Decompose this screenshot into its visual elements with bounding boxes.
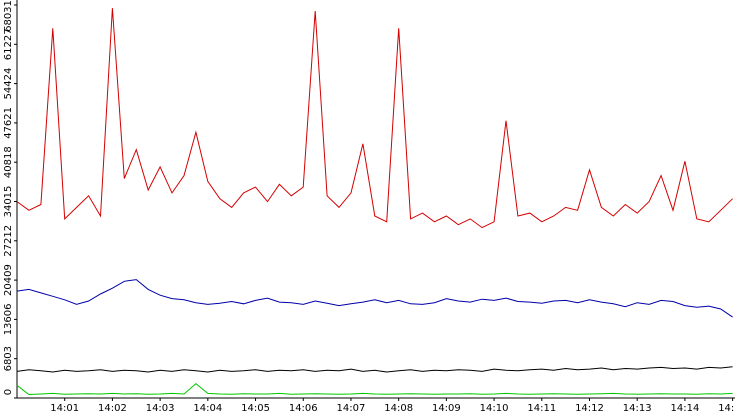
y-tick-label: 6803	[3, 346, 14, 371]
x-tick-label: 14:13	[623, 403, 652, 414]
x-tick-label: 14:12	[575, 403, 604, 414]
x-tick-label: 14:07	[337, 403, 366, 414]
series-line	[16, 8, 733, 229]
series-line	[16, 279, 733, 318]
y-tick-label: 68031	[3, 0, 14, 32]
y-tick-label: 0	[3, 389, 14, 395]
y-tick-label: 34015	[3, 186, 14, 218]
x-tick-label: 14:02	[98, 403, 127, 414]
x-tick-label: 14:11	[527, 403, 556, 414]
x-tick-label: 14:15	[718, 403, 735, 414]
y-tick-label: 47621	[3, 107, 14, 139]
x-tick-label: 14:10	[480, 403, 509, 414]
y-tick-label: 27212	[3, 225, 14, 257]
y-tick-label: 61227	[3, 28, 14, 60]
series-line	[16, 366, 733, 373]
x-tick-label: 14:06	[289, 403, 318, 414]
x-tick-label: 14:08	[384, 403, 413, 414]
x-tick-label: 14:05	[241, 403, 270, 414]
x-tick-label: 14:14	[670, 403, 699, 414]
y-tick-label: 13606	[3, 303, 14, 335]
y-tick-label: 40818	[3, 146, 14, 178]
x-tick-label: 14:04	[193, 403, 222, 414]
x-tick-label: 14:01	[50, 403, 79, 414]
x-tick-label: 14:03	[146, 403, 175, 414]
y-tick-label: 54424	[3, 68, 14, 100]
series-line	[16, 382, 733, 396]
y-tick-label: 20409	[3, 264, 14, 296]
x-tick-label: 14:09	[432, 403, 461, 414]
